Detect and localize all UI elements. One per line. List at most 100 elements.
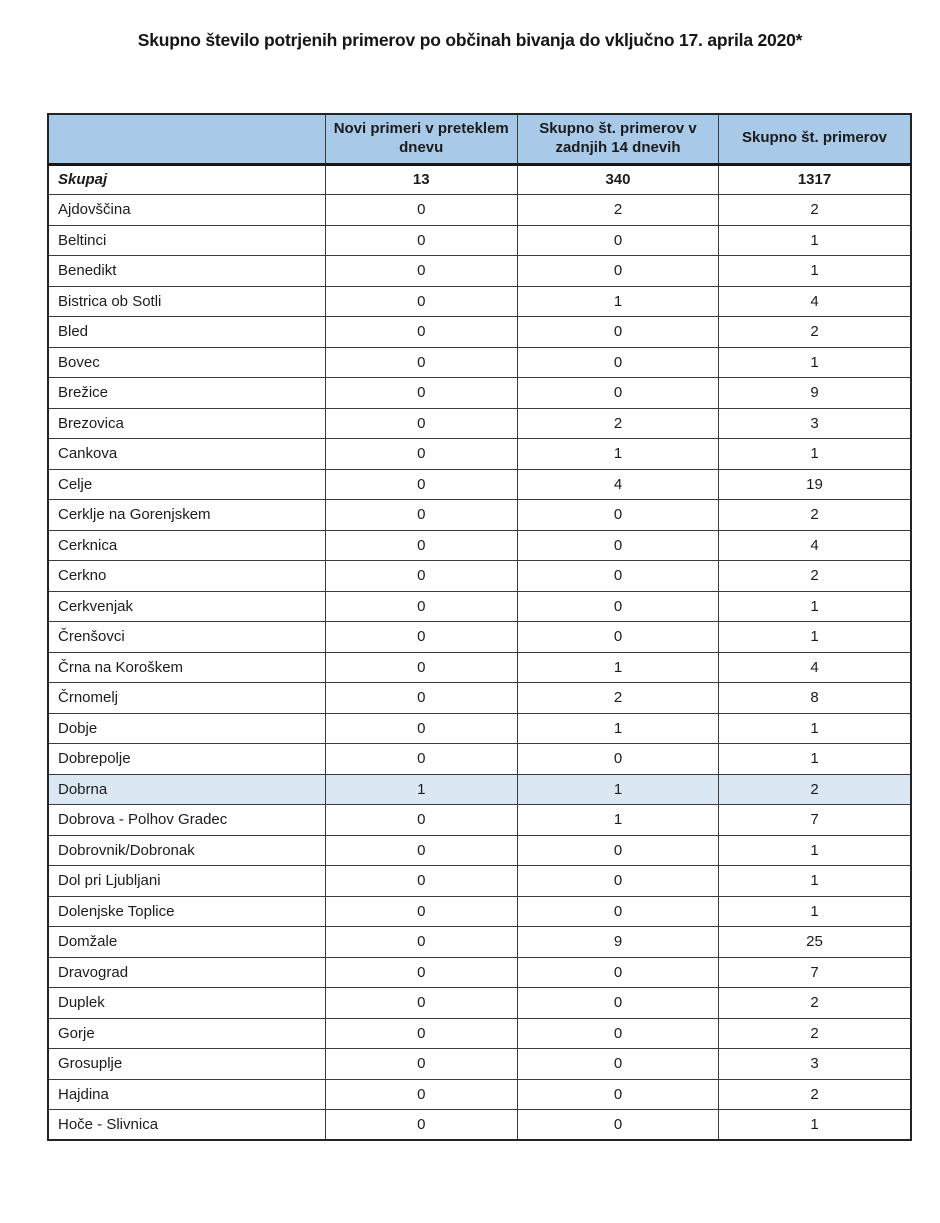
- total-value: 3: [718, 1048, 912, 1080]
- municipality-name: Hajdina: [47, 1078, 326, 1110]
- last-14-days-value: 0: [516, 621, 720, 653]
- total-value: 2: [718, 1017, 912, 1049]
- new-cases-value: 0: [324, 346, 518, 378]
- municipality-name: Gorje: [47, 1017, 326, 1049]
- new-cases-value: 0: [324, 529, 518, 561]
- new-cases-value: 0: [324, 590, 518, 622]
- table-row: Cankova 0 1 1: [47, 438, 912, 470]
- municipality-name: Cankova: [47, 438, 326, 470]
- total-value: 1: [718, 865, 912, 897]
- municipality-name: Dravograd: [47, 956, 326, 988]
- total-value: 1: [718, 621, 912, 653]
- table-row: Brežice 0 0 9: [47, 377, 912, 409]
- table-row: Hajdina 0 0 2: [47, 1078, 912, 1110]
- total-value: 3: [718, 407, 912, 439]
- last-14-days-value: 0: [516, 834, 720, 866]
- last-14-days-value: 0: [516, 1048, 720, 1080]
- municipality-name: Dobrepolje: [47, 743, 326, 775]
- last-14-days-value: 9: [516, 926, 720, 958]
- total-value: 7: [718, 804, 912, 836]
- table-row: Cerkno 0 0 2: [47, 560, 912, 592]
- municipality-name: Grosuplje: [47, 1048, 326, 1080]
- last-14-days-value: 2: [516, 194, 720, 226]
- table-row: Dobrova - Polhov Gradec 0 1 7: [47, 804, 912, 836]
- total-value: 2: [718, 499, 912, 531]
- municipality-name: Brezovica: [47, 407, 326, 439]
- new-cases-value: 0: [324, 895, 518, 927]
- new-cases-value: 0: [324, 499, 518, 531]
- new-cases-value: 0: [324, 682, 518, 714]
- municipality-name: Cerkno: [47, 560, 326, 592]
- total-value: 1: [718, 712, 912, 744]
- total-value: 1: [718, 895, 912, 927]
- new-cases-value: 1: [324, 773, 518, 805]
- table-row: Črna na Koroškem 0 1 4: [47, 651, 912, 683]
- column-header-new-cases: Novi primeri v preteklem dnevu: [324, 113, 518, 166]
- total-value: 1317: [718, 163, 912, 195]
- last-14-days-value: 0: [516, 1078, 720, 1110]
- total-value: 9: [718, 377, 912, 409]
- last-14-days-value: 4: [516, 468, 720, 500]
- total-value: 1: [718, 255, 912, 287]
- municipality-name: Dolenjske Toplice: [47, 895, 326, 927]
- new-cases-value: 0: [324, 712, 518, 744]
- total-value: 19: [718, 468, 912, 500]
- municipality-name: Benedikt: [47, 255, 326, 287]
- municipality-name: Ajdovščina: [47, 194, 326, 226]
- table-row: Dravograd 0 0 7: [47, 956, 912, 988]
- municipality-name: Dol pri Ljubljani: [47, 865, 326, 897]
- table-row: Bovec 0 0 1: [47, 346, 912, 378]
- municipality-name: Cerkvenjak: [47, 590, 326, 622]
- table-row: Duplek 0 0 2: [47, 987, 912, 1019]
- total-value: 1: [718, 1109, 912, 1141]
- new-cases-value: 0: [324, 438, 518, 470]
- new-cases-value: 0: [324, 194, 518, 226]
- table-row: Bistrica ob Sotli 0 1 4: [47, 285, 912, 317]
- total-value: 2: [718, 1078, 912, 1110]
- total-value: 1: [718, 438, 912, 470]
- new-cases-value: 0: [324, 834, 518, 866]
- last-14-days-value: 2: [516, 407, 720, 439]
- new-cases-value: 13: [324, 163, 518, 195]
- total-value: 2: [718, 560, 912, 592]
- new-cases-value: 0: [324, 560, 518, 592]
- municipality-name: Celje: [47, 468, 326, 500]
- last-14-days-value: 1: [516, 712, 720, 744]
- last-14-days-value: 0: [516, 987, 720, 1019]
- summary-row: Skupaj 13 340 1317: [47, 163, 912, 195]
- table-row: Cerklje na Gorenjskem 0 0 2: [47, 499, 912, 531]
- new-cases-value: 0: [324, 865, 518, 897]
- column-header-total: Skupno št. primerov: [718, 113, 912, 166]
- municipality-name: Bovec: [47, 346, 326, 378]
- last-14-days-value: 0: [516, 956, 720, 988]
- total-value: 1: [718, 834, 912, 866]
- total-value: 1: [718, 743, 912, 775]
- municipality-name: Dobrovnik/Dobronak: [47, 834, 326, 866]
- last-14-days-value: 0: [516, 1017, 720, 1049]
- new-cases-value: 0: [324, 224, 518, 256]
- page-title: Skupno število potrjenih primerov po obč…: [137, 30, 803, 50]
- municipality-name: Dobrna: [47, 773, 326, 805]
- total-value: 2: [718, 194, 912, 226]
- new-cases-value: 0: [324, 1048, 518, 1080]
- new-cases-value: 0: [324, 377, 518, 409]
- table-row: Cerknica 0 0 4: [47, 529, 912, 561]
- last-14-days-value: 0: [516, 895, 720, 927]
- last-14-days-value: 340: [516, 163, 720, 195]
- total-value: 2: [718, 987, 912, 1019]
- table-row: Črnomelj 0 2 8: [47, 682, 912, 714]
- table-row: Benedikt 0 0 1: [47, 255, 912, 287]
- last-14-days-value: 1: [516, 651, 720, 683]
- last-14-days-value: 0: [516, 560, 720, 592]
- last-14-days-value: 0: [516, 316, 720, 348]
- total-value: 2: [718, 316, 912, 348]
- municipality-name: Duplek: [47, 987, 326, 1019]
- total-value: 25: [718, 926, 912, 958]
- table-row: Dobrna 1 1 2: [47, 773, 912, 805]
- table-row: Cerkvenjak 0 0 1: [47, 590, 912, 622]
- municipality-name: Črnomelj: [47, 682, 326, 714]
- table-row: Beltinci 0 0 1: [47, 224, 912, 256]
- last-14-days-value: 0: [516, 255, 720, 287]
- table-row: Grosuplje 0 0 3: [47, 1048, 912, 1080]
